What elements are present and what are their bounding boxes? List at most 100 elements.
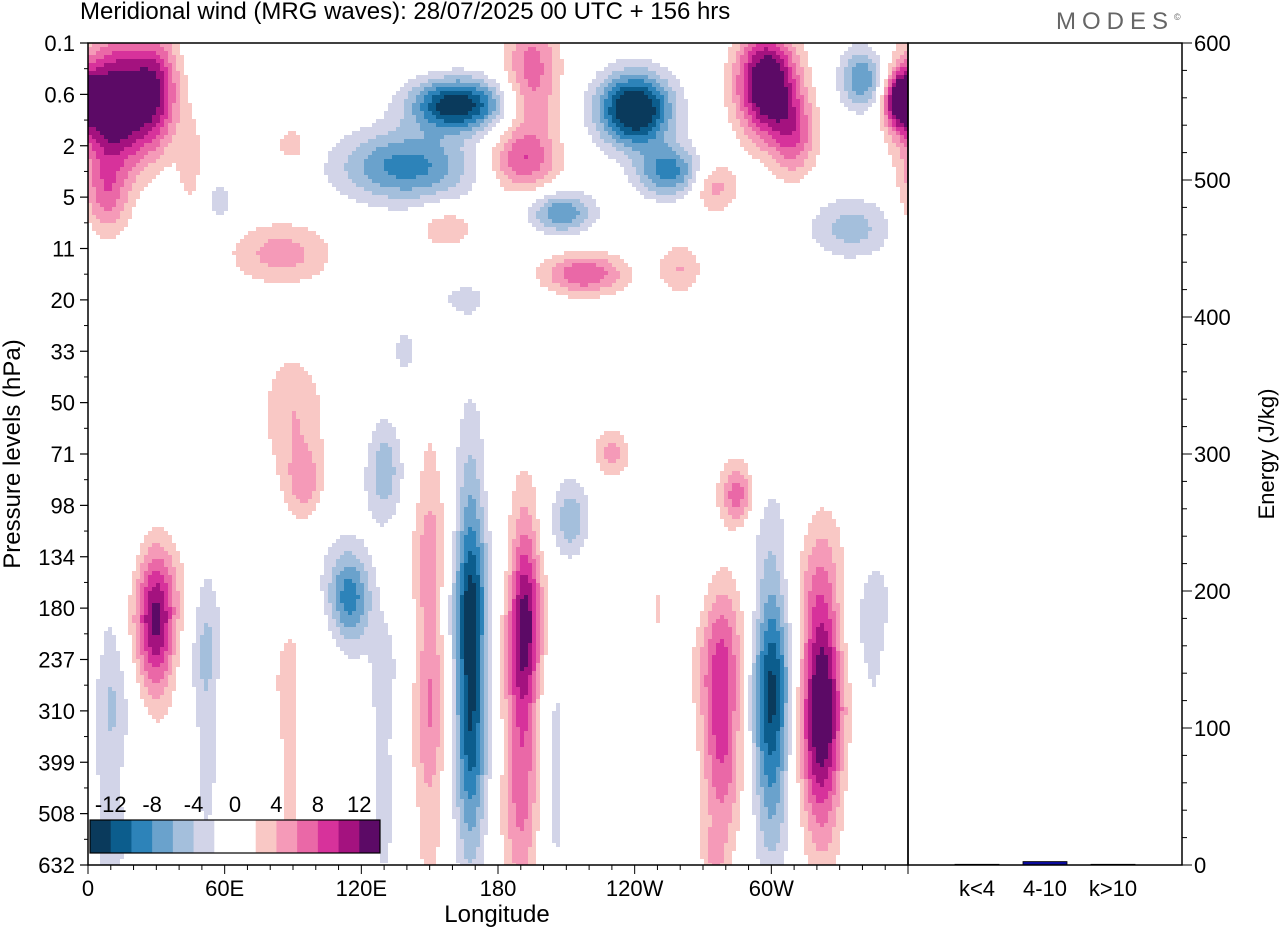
contour-cell [704,599,716,603]
contour-cell [164,87,168,91]
contour-cell [800,607,804,611]
contour-cell [704,627,712,631]
contour-cell [708,707,712,711]
contour-cell [740,727,744,731]
contour-cell [724,87,732,91]
contour-cell [872,571,880,575]
contour-cell [588,207,600,211]
contour-cell [556,191,584,195]
contour-cell [464,603,476,607]
contour-cell [464,751,476,755]
contour-cell [728,675,736,679]
contour-cell [648,187,684,191]
contour-cell [512,747,532,751]
contour-cell [520,731,524,735]
contour-cell [484,643,488,647]
contour-cell [536,271,552,275]
contour-cell [728,59,736,63]
contour-cell [676,163,688,167]
contour-cell [516,707,528,711]
contour-cell [804,751,808,755]
contour-cell [696,631,704,635]
contour-cell [544,591,548,595]
contour-cell [836,759,840,763]
contour-cell [476,607,480,611]
contour-cell [284,763,296,767]
contour-cell [512,683,516,687]
contour-cell [460,511,464,515]
contour-cell [752,635,756,639]
contour-cell [540,663,544,667]
contour-cell [660,127,668,131]
contour-cell [352,611,364,615]
contour-cell [132,183,148,187]
contour-cell [556,499,564,503]
contour-cell [484,611,488,615]
contour-cell [540,611,544,615]
contour-cell [292,423,300,427]
contour-cell [96,195,120,199]
contour-cell [664,119,668,123]
contour-cell [416,519,424,523]
contour-cell [800,695,804,699]
contour-cell [144,607,148,611]
contour-cell [456,711,460,715]
contour-cell [128,619,132,623]
contour-cell [804,599,808,603]
contour-cell [896,175,904,179]
contour-cell [764,751,768,755]
contour-cell [140,551,148,555]
contour-cell [712,723,728,727]
contour-cell [460,611,464,615]
contour-cell [88,207,92,211]
contour-cell [420,703,428,707]
contour-cell [844,675,848,679]
contour-cell [764,55,772,59]
contour-cell [512,695,516,699]
contour-cell [760,127,772,131]
contour-cell [488,615,492,619]
contour-cell [792,51,796,55]
contour-cell [328,547,368,551]
contour-cell [136,663,140,667]
contour-cell [712,771,732,775]
contour-cell [368,459,376,463]
contour-cell [512,119,524,123]
contour-cell [556,227,568,231]
contour-cell [732,763,736,767]
contour-cell [540,579,548,583]
contour-cell [480,611,484,615]
contour-cell [212,195,228,199]
contour-cell [788,663,792,667]
contour-cell [656,599,660,603]
contour-cell [804,695,808,699]
contour-cell [848,47,872,51]
contour-cell [768,123,796,127]
contour-cell [532,595,536,599]
contour-cell [164,135,172,139]
contour-cell [664,255,696,259]
contour-cell [420,547,436,551]
contour-cell [456,491,460,495]
contour-cell [172,643,176,647]
contour-cell [460,431,480,435]
contour-cell [328,599,336,603]
contour-cell [124,183,132,187]
contour-cell [552,755,560,759]
contour-cell [648,87,656,91]
contour-cell [292,439,304,443]
contour-cell [128,135,144,139]
contour-cell [824,627,832,631]
contour-cell [512,503,536,507]
contour-cell [800,723,804,727]
contour-cell [288,503,316,507]
contour-cell [596,439,624,443]
contour-cell [640,151,676,155]
contour-cell [164,99,168,103]
contour-cell [180,75,188,79]
contour-cell [488,619,492,623]
contour-cell [788,115,796,119]
contour-cell [728,111,736,115]
contour-cell [200,599,216,603]
contour-cell [808,695,812,699]
